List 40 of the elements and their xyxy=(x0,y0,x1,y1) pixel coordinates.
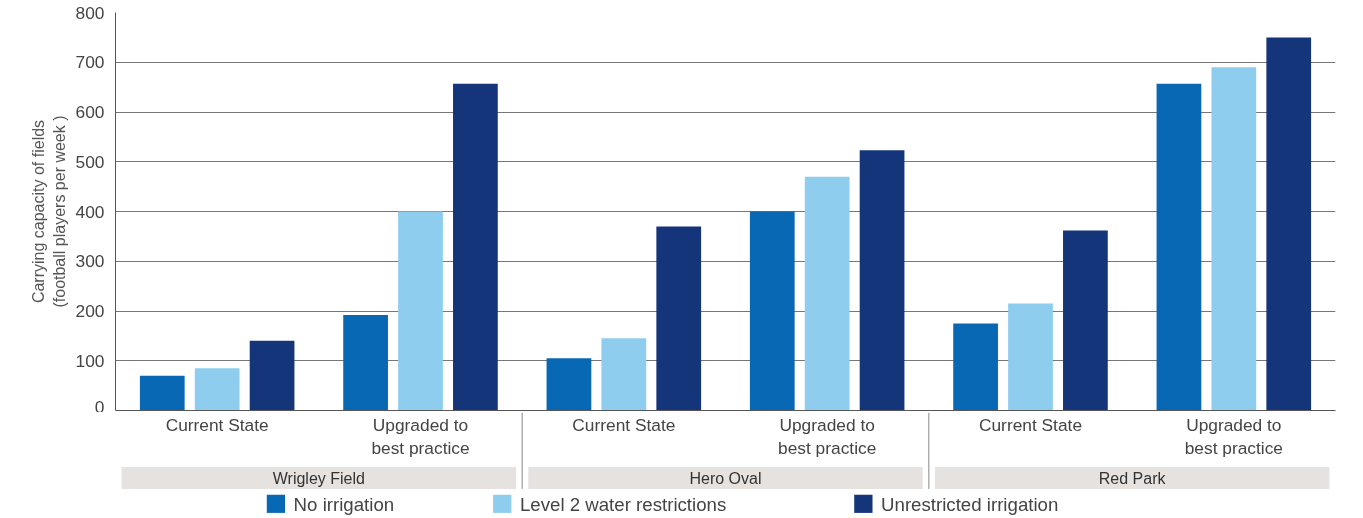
y-tick-label: 200 xyxy=(75,301,105,321)
y-tick-label: 300 xyxy=(75,251,105,272)
y-tick-label: 400 xyxy=(75,201,105,222)
x-tick-label: Current State xyxy=(165,414,269,435)
x-tick-label: Current State xyxy=(978,414,1083,435)
bar xyxy=(1266,37,1312,411)
y-tick-label: 100 xyxy=(75,350,105,371)
text: Wrigley Field xyxy=(272,469,365,487)
x-tick-label: Upgraded to best practice xyxy=(1184,414,1283,458)
bar xyxy=(953,323,998,411)
bar xyxy=(398,211,443,411)
y-axis-title: Carrying capacity of fields (football players per week ) xyxy=(30,115,68,308)
bar xyxy=(1211,67,1257,411)
bar xyxy=(1008,303,1053,411)
y-tick-label: 800 xyxy=(75,2,105,23)
text: Hero Oval xyxy=(689,469,762,487)
y-tick-label: 600 xyxy=(75,102,105,122)
bar xyxy=(656,226,702,411)
legend-label: No irrigation xyxy=(293,494,395,515)
text: Red Park xyxy=(1098,469,1167,487)
legend-label: Level 2 water restrictions xyxy=(519,494,727,515)
bar xyxy=(546,358,592,411)
bar xyxy=(139,375,185,411)
x-tick-label: Upgraded to best practice xyxy=(371,414,470,458)
bar xyxy=(601,338,647,411)
bar xyxy=(749,211,795,411)
bar xyxy=(249,340,295,411)
bar xyxy=(859,150,905,411)
legend-label: Unrestricted irrigation xyxy=(881,494,1059,515)
bar xyxy=(1063,230,1108,411)
x-tick-label: Current State xyxy=(572,414,676,435)
y-tick-label: 700 xyxy=(75,52,105,73)
bar xyxy=(453,83,498,411)
y-tick-label: 0 xyxy=(94,396,105,417)
x-tick-label: Upgraded to best practice xyxy=(778,414,877,458)
bar xyxy=(194,368,240,411)
bar xyxy=(343,314,388,411)
bar xyxy=(1156,83,1202,411)
bar xyxy=(804,176,850,411)
y-tick-label: 500 xyxy=(75,151,105,172)
